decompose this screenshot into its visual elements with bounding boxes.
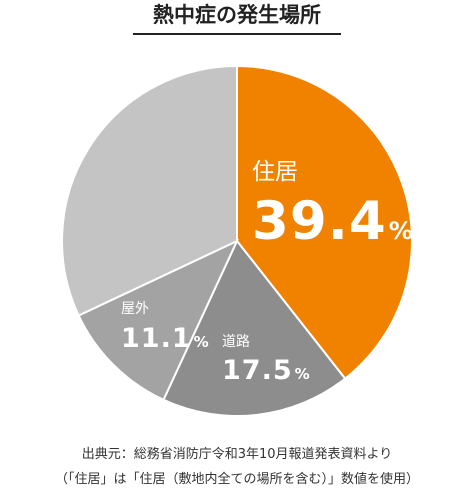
source-footnote: （「住居」は「住居（敷地内全ての場所を含む）」数値を使用） xyxy=(54,472,419,487)
slice-label-3: 屋外 xyxy=(121,301,149,317)
slice-label-1: 住居 xyxy=(252,159,298,185)
slice-value-3: 11.1% xyxy=(121,323,209,354)
pie-slice-4 xyxy=(61,64,238,317)
slice-value-1: 39.4% xyxy=(252,191,413,252)
title-underline xyxy=(133,33,341,35)
pie-slice-3 xyxy=(77,238,240,402)
source-note: 出典元：総務省消防庁令和3年10月報道発表資料より xyxy=(81,447,393,462)
slice-value-2: 17.5% xyxy=(222,355,310,386)
chart-title: 熱中症の発生場所 xyxy=(153,3,321,27)
pie-slice-2 xyxy=(162,239,347,417)
pie-slice-1 xyxy=(236,64,413,381)
pie-slices xyxy=(61,64,413,417)
slice-label-2: 道路 xyxy=(222,334,250,350)
slice-labels: 住居 39.4% 道路 17.5 % 屋外 11.1% xyxy=(121,159,413,386)
